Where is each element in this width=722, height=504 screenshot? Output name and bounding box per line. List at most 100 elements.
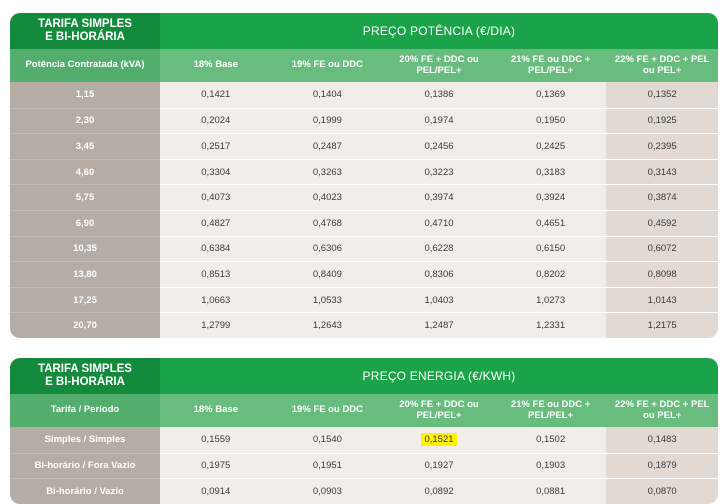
column-header: 20% FE + DDC ou PEL/PEL+	[383, 49, 495, 82]
table-row: 10,35 0,6384 0,6306 0,6228 0,6150 0,6072	[10, 235, 718, 262]
column-header: 19% FE ou DDC	[271, 394, 384, 427]
table-cell: 0,2425	[494, 133, 607, 159]
column-header: 18% Base	[160, 49, 272, 82]
column-header: 21% FE ou DDC + PEL/PEL+	[494, 49, 607, 82]
table-title-line1: TARIFA SIMPLES	[38, 18, 132, 30]
table-cell: 0,1386	[383, 82, 495, 108]
table-cell: 0,1521	[383, 427, 495, 453]
table-cell: 0,2517	[160, 133, 272, 159]
table-row: 1,15 0,1421 0,1404 0,1386 0,1369 0,1352	[10, 82, 718, 108]
table-cell: 0,3183	[494, 158, 607, 185]
table-row: Bi-horário / Vazio 0,0914 0,0903 0,0892 …	[10, 478, 718, 504]
row-label: Bi-horário / Fora Vazio	[10, 452, 160, 478]
row-label: Bi-horário / Vazio	[10, 478, 160, 504]
table-cell: 0,6072	[606, 235, 718, 262]
table-cell: 0,1951	[271, 452, 384, 478]
table-cell: 0,1879	[606, 452, 718, 478]
table-cell: 0,0881	[494, 478, 607, 504]
span-header: PREÇO POTÊNCIA (€/DIA)	[160, 13, 718, 49]
table-cell: 1,2331	[494, 312, 607, 338]
row-label: Simples / Simples	[10, 427, 160, 453]
column-header-row: Potência Contratada (kVA) 18% Base 19% F…	[10, 49, 718, 82]
table-cell: 0,8098	[606, 261, 718, 287]
table-cell: 1,2487	[383, 312, 495, 338]
table-title-line1: TARIFA SIMPLES	[38, 363, 132, 375]
table-cell: 0,1369	[494, 82, 607, 108]
span-header: PREÇO ENERGIA (€/KWH)	[160, 358, 718, 394]
table-cell: 0,1975	[160, 452, 272, 478]
table-cell: 0,1404	[271, 82, 384, 108]
row-label: 2,30	[10, 107, 160, 134]
table-cell: 0,0903	[271, 478, 384, 504]
power-price-table: TARIFA SIMPLES E BI-HORÁRIA PREÇO POTÊNC…	[10, 13, 718, 338]
column-header: 18% Base	[160, 394, 272, 427]
column-header: 19% FE ou DDC	[271, 49, 384, 82]
row-label: 4,60	[10, 158, 160, 185]
table-cell: 0,6228	[383, 235, 495, 262]
table-cell: 1,0143	[606, 286, 718, 313]
table-title: TARIFA SIMPLES E BI-HORÁRIA	[10, 358, 160, 394]
table-cell: 0,8306	[383, 261, 495, 287]
table-cell: 0,3974	[383, 184, 495, 210]
table-cell: 0,1559	[160, 427, 272, 453]
column-header: 22% FE + DDC + PEL ou PEL+	[606, 394, 718, 427]
table-cell: 0,4073	[160, 184, 272, 210]
table-cell: 0,1421	[160, 82, 272, 108]
table-cell: 1,0533	[271, 286, 384, 313]
row-label: 1,15	[10, 82, 160, 108]
table-row: 4,60 0,3304 0,3263 0,3223 0,3183 0,3143	[10, 158, 718, 185]
table-cell: 0,3223	[383, 158, 495, 185]
table-cell: 0,0914	[160, 478, 272, 504]
table-row: 2,30 0,2024 0,1999 0,1974 0,1950 0,1925	[10, 107, 718, 134]
table-cell: 0,6150	[494, 235, 607, 262]
table-title-line2: E BI-HORÁRIA	[45, 376, 125, 388]
table-row: Simples / Simples 0,1559 0,1540 0,1521 0…	[10, 427, 718, 453]
table-row: 17,25 1,0663 1,0533 1,0403 1,0273 1,0143	[10, 286, 718, 313]
table-cell: 0,2456	[383, 133, 495, 159]
table-cell: 0,1927	[383, 452, 495, 478]
table-cell: 1,0403	[383, 286, 495, 313]
table-cell: 0,8409	[271, 261, 384, 287]
table-cell: 0,3143	[606, 158, 718, 185]
table-cell: 0,4827	[160, 209, 272, 236]
table-row: 5,75 0,4073 0,4023 0,3974 0,3924 0,3874	[10, 184, 718, 210]
table-row: 3,45 0,2517 0,2487 0,2456 0,2425 0,2395	[10, 133, 718, 159]
table-cell: 0,4768	[271, 209, 384, 236]
table-cell: 0,8202	[494, 261, 607, 287]
table-cell: 0,4651	[494, 209, 607, 236]
table-row: 13,80 0,8513 0,8409 0,8306 0,8202 0,8098	[10, 261, 718, 287]
row-label: 10,35	[10, 235, 160, 262]
column-header-row: Tarifa / Período 18% Base 19% FE ou DDC …	[10, 394, 718, 427]
table-cell: 0,1974	[383, 107, 495, 134]
table-cell: 1,0663	[160, 286, 272, 313]
row-label: 6,90	[10, 209, 160, 236]
table-row: 6,90 0,4827 0,4768 0,4710 0,4651 0,4592	[10, 209, 718, 236]
table-cell: 0,0892	[383, 478, 495, 504]
table-cell: 0,8513	[160, 261, 272, 287]
table-cell: 0,3924	[494, 184, 607, 210]
table-cell: 0,2024	[160, 107, 272, 134]
table-cell: 0,1352	[606, 82, 718, 108]
table-cell: 0,2487	[271, 133, 384, 159]
row-label: 5,75	[10, 184, 160, 210]
row-label: 3,45	[10, 133, 160, 159]
table-cell: 0,1950	[494, 107, 607, 134]
table-cell: 1,2175	[606, 312, 718, 338]
table-cell: 0,1540	[271, 427, 384, 453]
row-label: 13,80	[10, 261, 160, 287]
column-header: 22% FE + DDC + PEL ou PEL+	[606, 49, 718, 82]
table-row: Bi-horário / Fora Vazio 0,1975 0,1951 0,…	[10, 452, 718, 478]
table-cell: 1,0273	[494, 286, 607, 313]
table-cell: 0,3263	[271, 158, 384, 185]
table-cell: 0,1483	[606, 427, 718, 453]
table-title-row: TARIFA SIMPLES E BI-HORÁRIA PREÇO POTÊNC…	[10, 13, 718, 49]
row-label-header: Tarifa / Período	[10, 394, 160, 427]
column-header: 20% FE + DDC ou PEL/PEL+	[383, 394, 495, 427]
table-row: 20,70 1,2799 1,2643 1,2487 1,2331 1,2175	[10, 312, 718, 338]
table-cell: 0,6306	[271, 235, 384, 262]
table-cell: 1,2799	[160, 312, 272, 338]
table-cell: 0,1502	[494, 427, 607, 453]
table-cell: 0,1925	[606, 107, 718, 134]
highlighted-value: 0,1521	[421, 433, 457, 447]
energy-price-table: TARIFA SIMPLES E BI-HORÁRIA PREÇO ENERGI…	[10, 358, 718, 504]
